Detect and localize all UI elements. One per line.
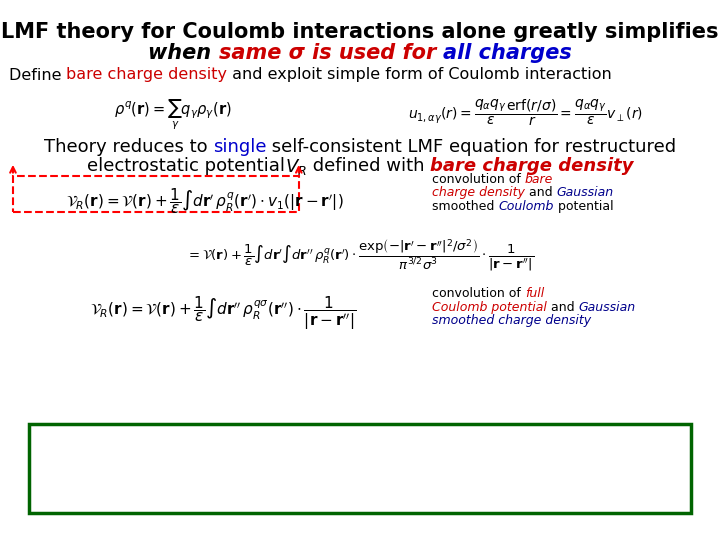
Text: bare: bare: [525, 173, 553, 186]
Text: Gaussian smoothed charge density!: Gaussian smoothed charge density!: [184, 456, 607, 476]
Text: convolution of: convolution of: [432, 287, 525, 300]
Text: LMF effective potential satisfies Poisson’s equation: LMF effective potential satisfies Poisso…: [55, 432, 665, 452]
Text: smoothed: smoothed: [432, 200, 498, 213]
Text: $\mathcal{V}_R(\mathbf{r}) = \mathcal{V}(\mathbf{r}) + \dfrac{1}{\epsilon}\int d: $\mathcal{V}_R(\mathbf{r}) = \mathcal{V}…: [66, 186, 344, 216]
Text: potential: potential: [554, 200, 613, 213]
Text: Gaussian: Gaussian: [557, 186, 613, 199]
Text: $= \mathcal{V}(\mathbf{r}) + \dfrac{1}{\epsilon}\int d\mathbf{r}^{\prime} \int d: $= \mathcal{V}(\mathbf{r}) + \dfrac{1}{\…: [186, 238, 534, 274]
FancyBboxPatch shape: [29, 424, 691, 513]
Text: Coulomb potential: Coulomb potential: [432, 301, 547, 314]
Text: all charges: all charges: [443, 43, 572, 63]
Text: using: using: [113, 456, 184, 476]
Text: defined with: defined with: [307, 157, 430, 174]
Text: when: when: [148, 43, 219, 63]
Text: same σ is used for: same σ is used for: [219, 43, 443, 63]
Text: $\mathit{V}_R$: $\mathit{V}_R$: [284, 157, 307, 177]
Text: $u_{1,\alpha\gamma}(r) = \dfrac{q_\alpha q_\gamma}{\epsilon}\dfrac{\mathrm{erf}(: $u_{1,\alpha\gamma}(r) = \dfrac{q_\alpha…: [408, 97, 643, 127]
Text: Gaussian: Gaussian: [578, 301, 636, 314]
Text: full: full: [525, 287, 544, 300]
Text: Theory reduces to: Theory reduces to: [43, 138, 213, 156]
Text: convolution of: convolution of: [432, 173, 525, 186]
Text: charge density: charge density: [432, 186, 525, 199]
Text: smoothed charge density: smoothed charge density: [432, 314, 591, 327]
Text: and: and: [525, 186, 557, 199]
Text: LMF theory for Coulomb interactions alone greatly simplifies: LMF theory for Coulomb interactions alon…: [1, 22, 719, 42]
Text: bare charge density: bare charge density: [430, 157, 634, 174]
Text: single: single: [213, 138, 266, 156]
Text: and: and: [547, 301, 578, 314]
Text: $\rho^q(\mathbf{r}) = \sum_\gamma q_\gamma \rho_\gamma(\mathbf{r})$: $\rho^q(\mathbf{r}) = \sum_\gamma q_\gam…: [114, 97, 232, 131]
Text: self-consistent LMF equation for restructured: self-consistent LMF equation for restruc…: [266, 138, 677, 156]
Text: Define: Define: [9, 68, 66, 83]
Text: electrostatic potential: electrostatic potential: [86, 157, 284, 174]
Text: $\mathcal{V}_R(\mathbf{r}) = \mathcal{V}(\mathbf{r}) + \dfrac{1}{\epsilon}\int d: $\mathcal{V}_R(\mathbf{r}) = \mathcal{V}…: [90, 294, 356, 332]
Text: and exploit simple form of Coulomb interaction: and exploit simple form of Coulomb inter…: [228, 68, 612, 83]
Text: bare charge density: bare charge density: [66, 68, 228, 83]
Text: Coulomb: Coulomb: [498, 200, 554, 213]
